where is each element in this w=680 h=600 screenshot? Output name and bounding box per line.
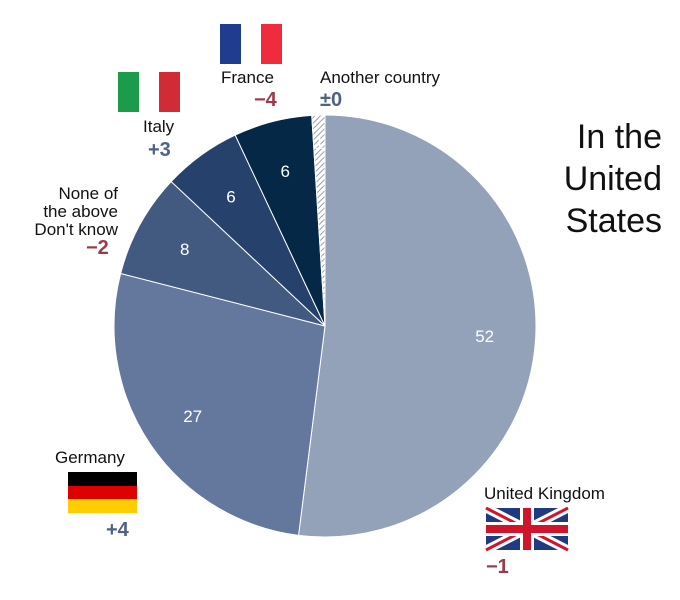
slice-value-united-kingdom: 52 (475, 327, 494, 346)
title-line-2: United (563, 160, 662, 198)
label-italy: Italy (143, 117, 175, 136)
slice-another-country (311, 114, 326, 327)
label-none-line-3: Don't know (34, 220, 118, 239)
change-united-kingdom: −1 (486, 556, 509, 578)
change-italy: +3 (148, 139, 171, 161)
slice-united-kingdom (297, 114, 537, 538)
change-germany: +4 (106, 519, 129, 541)
change-france: −4 (254, 89, 277, 111)
title-line-1: In the (576, 118, 662, 156)
label-none-line-2: the above (43, 202, 118, 221)
label-united-kingdom: United Kingdom (484, 484, 605, 503)
label-none-line-1: None of (58, 184, 118, 203)
label-germany: Germany (55, 448, 125, 467)
germany-flag-icon (68, 472, 137, 513)
slice-value-none-of-the-above: 8 (180, 240, 189, 259)
slice-value-another-country: 1 (315, 134, 324, 153)
change-none: −2 (86, 237, 109, 259)
uk-flag-icon (483, 503, 571, 555)
france-flag-icon (220, 24, 282, 64)
slice-germany (113, 272, 326, 536)
slice-value-france: 6 (280, 162, 289, 181)
italy-flag-icon (118, 72, 180, 112)
change-another-country: ±0 (320, 89, 343, 111)
label-france: France (221, 68, 274, 87)
label-another-country: Another country (320, 68, 441, 87)
slice-value-italy: 6 (226, 188, 235, 207)
slice-value-germany: 27 (183, 407, 202, 426)
chart-title: In the United States (564, 116, 662, 242)
slice-none-of-the-above (120, 180, 326, 327)
title-line-3: States (565, 202, 662, 240)
